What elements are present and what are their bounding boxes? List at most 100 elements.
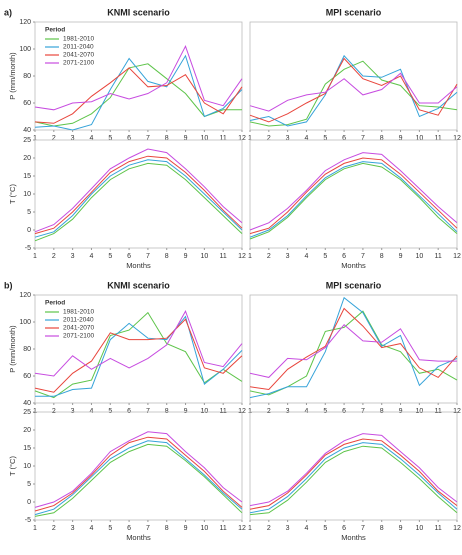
series-line	[34, 45, 243, 111]
y-tick-label: 20	[23, 427, 31, 434]
series-line	[249, 445, 458, 516]
series-line	[249, 57, 458, 123]
x-tick-label: 10	[415, 525, 423, 532]
x-tick-label: 3	[71, 525, 75, 532]
y-tick-label: 15	[23, 173, 31, 180]
y-tick-label: 25	[23, 409, 31, 416]
x-tick-label: 3	[286, 253, 290, 260]
plot-frame	[249, 21, 458, 131]
series-line	[249, 442, 458, 514]
x-axis-label: Months	[341, 533, 366, 542]
legend-label: 2071-2100	[63, 60, 94, 67]
x-tick-label: 5	[323, 408, 327, 415]
x-tick-label: 12	[453, 525, 461, 532]
x-tick-label: 6	[342, 525, 346, 532]
x-tick-label: 10	[415, 408, 423, 415]
y-axis-label: T (°C)	[8, 184, 17, 204]
x-tick-label: 2	[52, 135, 56, 142]
x-axis-label: Months	[126, 261, 151, 270]
x-tick-label: 1	[248, 135, 252, 142]
series-line	[34, 440, 243, 516]
x-tick-label: 5	[323, 525, 327, 532]
x-tick-label: 1	[33, 525, 37, 532]
x-tick-label: 1	[33, 135, 37, 142]
x-tick-label: 11	[435, 135, 442, 142]
y-tick-label: 40	[23, 400, 31, 407]
x-axis-label: Months	[341, 261, 366, 270]
y-tick-label: 100	[19, 319, 31, 326]
x-tick-label: 11	[220, 525, 227, 532]
y-tick-label: 80	[23, 73, 31, 80]
x-tick-label: 2	[267, 525, 271, 532]
x-tick-label: 12	[238, 135, 246, 142]
x-tick-label: 3	[286, 135, 290, 142]
x-tick-label: 3	[286, 525, 290, 532]
series-line	[34, 155, 243, 235]
series-line	[34, 310, 243, 377]
x-tick-label: 6	[127, 253, 131, 260]
y-tick-label: 40	[23, 127, 31, 134]
legend-label: 2011-2040	[63, 317, 94, 324]
series-line	[34, 159, 243, 238]
x-tick-label: 5	[108, 408, 112, 415]
x-tick-label: 1	[248, 408, 252, 415]
x-tick-label: 4	[90, 135, 94, 142]
x-axis-label: Months	[126, 533, 151, 542]
x-tick-label: 3	[71, 135, 75, 142]
x-tick-label: 6	[342, 253, 346, 260]
y-tick-label: 100	[19, 46, 31, 53]
x-tick-label: 11	[435, 408, 442, 415]
legend-label: 1981-2010	[63, 36, 94, 43]
legend-label: 2041-2070	[63, 325, 94, 332]
legend-label: 1981-2010	[63, 309, 94, 316]
series-line	[34, 162, 243, 242]
x-tick-label: 12	[453, 408, 461, 415]
legend-label: 2011-2040	[63, 44, 94, 51]
series-line	[249, 433, 458, 507]
panel-label: b)	[4, 280, 13, 290]
chart-title: MPI scenario	[326, 7, 382, 17]
x-tick-label: 2	[267, 253, 271, 260]
x-tick-label: 4	[305, 253, 309, 260]
series-line	[249, 296, 458, 399]
x-tick-label: 3	[286, 408, 290, 415]
x-tick-label: 2	[267, 135, 271, 142]
x-tick-label: 10	[200, 135, 208, 142]
x-tick-label: 7	[146, 253, 150, 260]
y-tick-label: 10	[23, 191, 31, 198]
x-tick-label: 11	[435, 525, 442, 532]
plot-frame	[249, 411, 458, 521]
legend-title: Period	[45, 300, 65, 307]
x-tick-label: 10	[415, 135, 423, 142]
series-line	[34, 148, 243, 233]
x-tick-label: 6	[342, 408, 346, 415]
series-line	[249, 54, 458, 127]
series-line	[249, 310, 458, 396]
x-tick-label: 1	[248, 253, 252, 260]
x-tick-label: 7	[361, 253, 365, 260]
series-line	[34, 311, 243, 399]
x-tick-label: 1	[248, 525, 252, 532]
x-tick-label: 12	[238, 408, 246, 415]
y-tick-label: 15	[23, 445, 31, 452]
x-tick-label: 6	[127, 525, 131, 532]
x-tick-label: 12	[238, 253, 246, 260]
series-line	[34, 318, 243, 393]
chart-title: KNMI scenario	[107, 280, 170, 290]
x-tick-label: 5	[108, 135, 112, 142]
x-tick-label: 12	[453, 135, 461, 142]
x-tick-label: 8	[380, 525, 384, 532]
chart-title: KNMI scenario	[107, 7, 170, 17]
y-tick-label: 0	[27, 499, 31, 506]
y-tick-label: 5	[27, 209, 31, 216]
x-tick-label: 2	[267, 408, 271, 415]
x-tick-label: 1	[33, 253, 37, 260]
series-line	[249, 152, 458, 231]
x-tick-label: 9	[399, 253, 403, 260]
series-line	[249, 72, 458, 112]
x-tick-label: 6	[127, 135, 131, 142]
x-tick-label: 6	[127, 408, 131, 415]
y-axis-label: P (mm/month)	[8, 325, 17, 373]
x-tick-label: 2	[52, 408, 56, 415]
x-tick-label: 4	[305, 408, 309, 415]
